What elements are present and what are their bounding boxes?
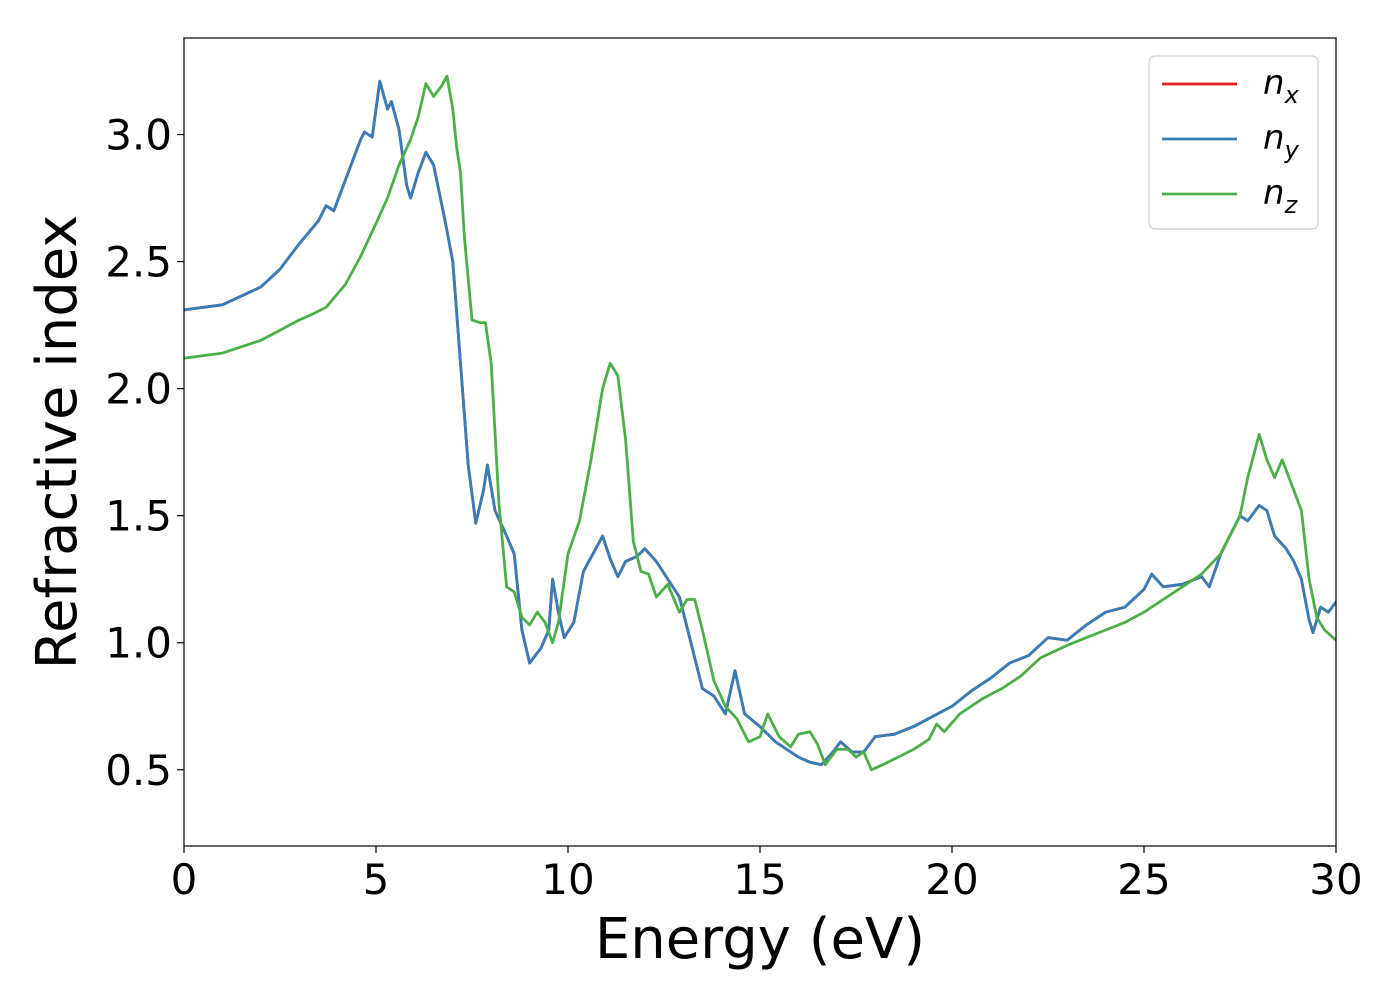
y-axis-title: Refractive index xyxy=(25,215,90,670)
y-tick-label: 1.0 xyxy=(105,619,172,668)
legend-label-nx: nx xyxy=(1263,63,1300,109)
x-tick-label: 5 xyxy=(363,855,390,904)
legend-label-base: n xyxy=(1263,63,1285,103)
legend-label-base: n xyxy=(1263,173,1285,213)
legend-box xyxy=(1148,55,1319,230)
series-line-n-y xyxy=(184,79,1336,767)
series-layer xyxy=(184,74,1336,772)
legend-label-ny: ny xyxy=(1263,118,1300,164)
y-tick-label: 1.5 xyxy=(105,492,172,541)
x-axis-title: Energy (eV) xyxy=(595,907,925,972)
x-tick-label: 0 xyxy=(171,855,198,904)
legend-label-nz: nz xyxy=(1263,173,1299,219)
x-tick-label: 20 xyxy=(925,855,978,904)
x-tick-label: 10 xyxy=(541,855,594,904)
series-line-n-z xyxy=(184,74,1336,772)
x-tick-label: 30 xyxy=(1309,855,1362,904)
y-tick-label: 3.0 xyxy=(105,111,172,160)
legend-label-base: n xyxy=(1263,118,1285,158)
y-axis: 0.5 1.0 1.5 2.0 2.5 3.0 xyxy=(105,111,184,795)
y-tick-label: 0.5 xyxy=(105,746,172,795)
legend-label-subscript: x xyxy=(1284,81,1300,109)
y-tick-label: 2.0 xyxy=(105,365,172,414)
x-axis: 0 5 10 15 20 25 30 xyxy=(171,846,1363,904)
plot-area xyxy=(184,38,1336,846)
y-tick-label: 2.5 xyxy=(105,238,172,287)
x-tick-label: 15 xyxy=(733,855,786,904)
x-tick-label: 25 xyxy=(1117,855,1170,904)
legend-label-subscript: z xyxy=(1284,191,1299,219)
legend-label-subscript: y xyxy=(1284,136,1300,164)
